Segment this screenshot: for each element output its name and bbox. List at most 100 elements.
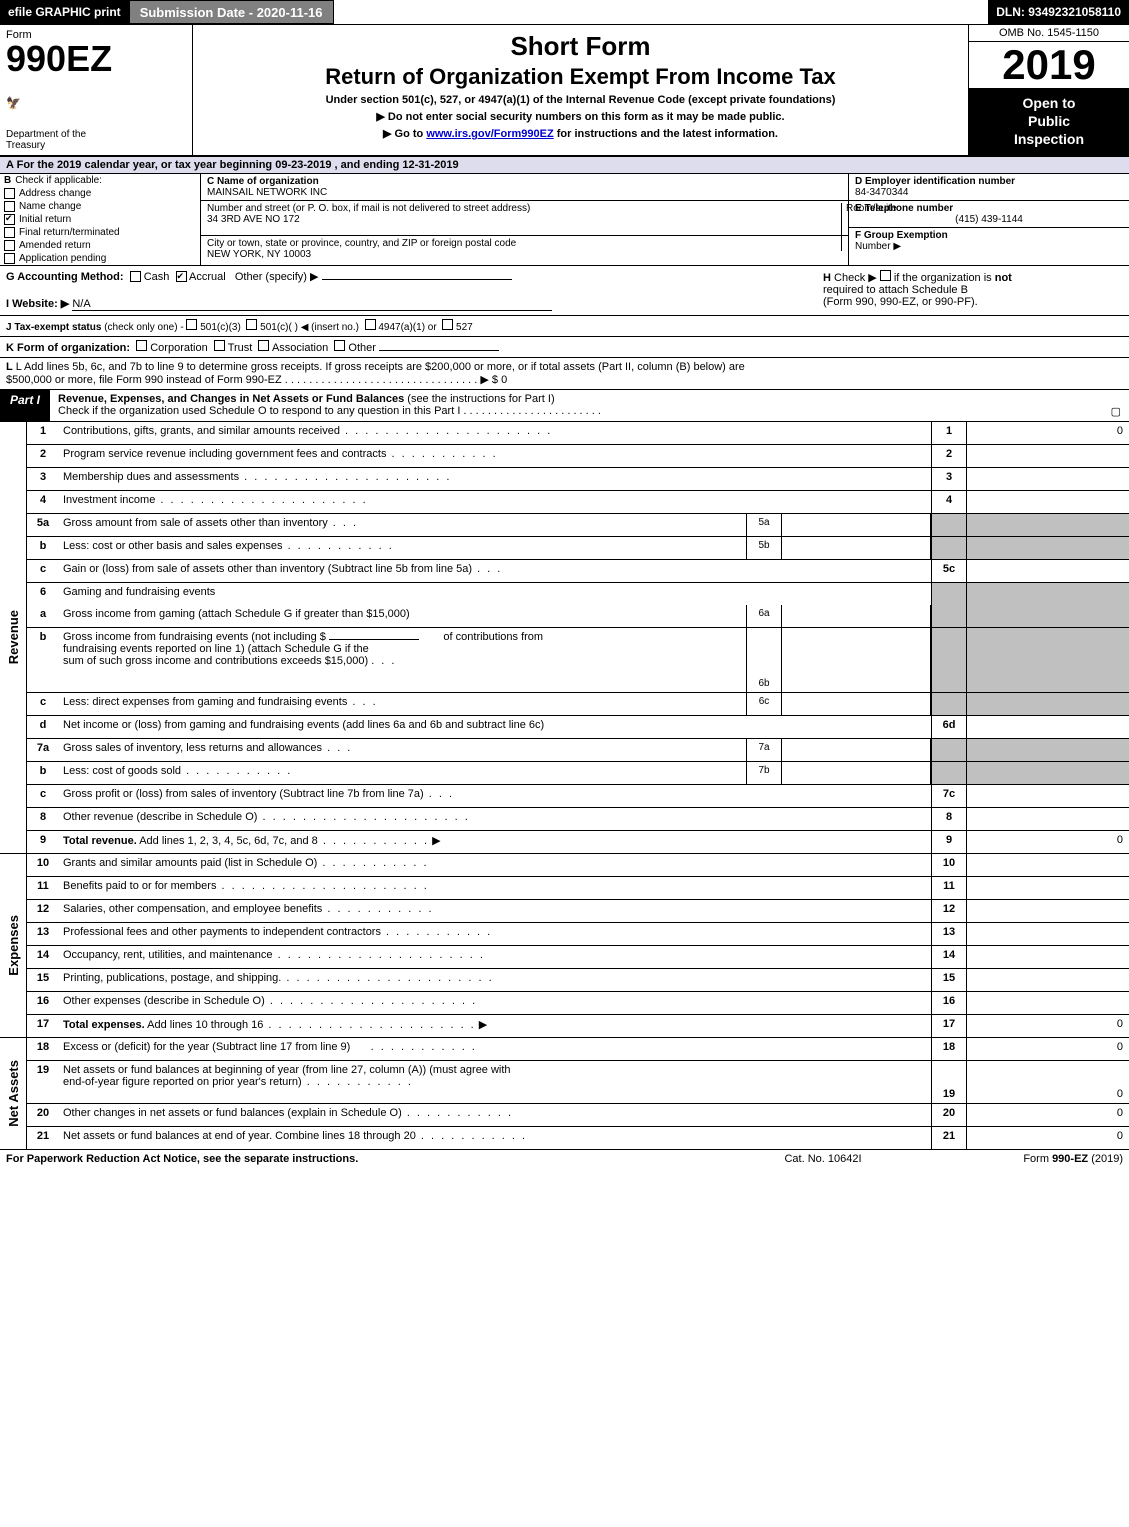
meta-center: C Name of organization MAINSAIL NETWORK … — [201, 174, 848, 265]
desc-text: Gross sales of inventory, less returns a… — [63, 742, 322, 754]
527-checkbox[interactable] — [442, 319, 453, 330]
opt-initial-return[interactable]: Initial return — [0, 213, 200, 226]
netassets-lines: 18 Excess or (deficit) for the year (Sub… — [27, 1038, 1129, 1149]
part1-check-box[interactable]: ▢ — [1111, 405, 1121, 418]
line-mid: 5b — [746, 537, 782, 559]
short-form-title: Short Form — [199, 31, 962, 62]
line-rnum: 14 — [931, 946, 966, 968]
k-o3: Association — [272, 342, 328, 354]
footer-center: Cat. No. 10642I — [723, 1153, 923, 1165]
desc-text: Less: cost of goods sold — [63, 765, 181, 777]
501c3-checkbox[interactable] — [186, 319, 197, 330]
line-num: 5a — [27, 514, 59, 536]
opt-label: Address change — [19, 188, 91, 199]
g-other: Other (specify) ▶ — [235, 271, 319, 283]
line-desc: Printing, publications, postage, and shi… — [59, 969, 931, 991]
line-rnum: 18 — [931, 1038, 966, 1060]
dots — [281, 972, 493, 984]
footer-right-suffix: (2019) — [1088, 1153, 1123, 1165]
line-rval-shade — [966, 583, 1129, 605]
line-desc: Other expenses (describe in Schedule O) — [59, 992, 931, 1014]
line-rval — [966, 468, 1129, 490]
line-12: 12 Salaries, other compensation, and emp… — [27, 900, 1129, 923]
opt-address-change[interactable]: Address change — [0, 187, 200, 200]
efile-label: efile GRAPHIC print — [0, 0, 129, 24]
line-rval-shade — [966, 739, 1129, 761]
k-other-input[interactable] — [379, 350, 499, 351]
line-rnum-shade — [931, 693, 966, 715]
open-line2: Public — [971, 112, 1127, 130]
accrual-checkbox[interactable] — [176, 271, 187, 282]
4947-checkbox[interactable] — [365, 319, 376, 330]
sub3-prefix: ▶ Go to — [383, 128, 426, 140]
top-bar: efile GRAPHIC print Submission Date - 20… — [0, 0, 1129, 25]
desc-text1: Net assets or fund balances at beginning… — [63, 1064, 511, 1076]
line-rval: 0 — [966, 1104, 1129, 1126]
return-title: Return of Organization Exempt From Incom… — [199, 64, 962, 90]
city-value: NEW YORK, NY 10003 — [207, 249, 311, 260]
501c-checkbox[interactable] — [246, 319, 257, 330]
line-20: 20 Other changes in net assets or fund b… — [27, 1104, 1129, 1127]
other-checkbox[interactable] — [334, 340, 345, 351]
trust-checkbox[interactable] — [214, 340, 225, 351]
desc-text: Program service revenue including govern… — [63, 448, 386, 460]
assoc-checkbox[interactable] — [258, 340, 269, 351]
line-desc: Net assets or fund balances at end of ye… — [59, 1127, 931, 1149]
desc-text: Gross amount from sale of assets other t… — [63, 517, 328, 529]
line-1: 1 Contributions, gifts, grants, and simi… — [27, 422, 1129, 445]
header-right: OMB No. 1545-1150 2019 Open to Public In… — [968, 25, 1129, 155]
dots — [328, 517, 358, 529]
h-checkbox[interactable] — [880, 270, 891, 281]
cash-checkbox[interactable] — [130, 271, 141, 282]
line-rval — [966, 923, 1129, 945]
line-rval-shade — [966, 537, 1129, 559]
desc-text: Occupancy, rent, utilities, and maintena… — [63, 949, 273, 961]
g-other-input[interactable] — [322, 279, 512, 280]
k-org-line: K Form of organization: Corporation Trus… — [0, 337, 1129, 358]
omb-number: OMB No. 1545-1150 — [969, 25, 1129, 42]
d-label: D Employer identification number — [855, 176, 1015, 187]
room-label: Room/suite — [841, 203, 897, 251]
topbar-spacer — [334, 0, 989, 24]
j-status-line: J Tax-exempt status (check only one) - 5… — [0, 316, 1129, 337]
line-num: 17 — [27, 1015, 59, 1037]
desc-text: Investment income — [63, 494, 155, 506]
street-value: 34 3RD AVE NO 172 — [207, 214, 300, 225]
contrib-amount-input[interactable] — [329, 639, 419, 640]
opt-final-return[interactable]: Final return/terminated — [0, 226, 200, 239]
opt-amended-return[interactable]: Amended return — [0, 239, 200, 252]
website-label: I Website: ▶ — [6, 298, 69, 310]
line-desc: Gross sales of inventory, less returns a… — [59, 739, 746, 761]
h-line3: (Form 990, 990-EZ, or 990-PF). — [823, 296, 978, 308]
line-rval-shade — [966, 628, 1129, 692]
line-rval — [966, 946, 1129, 968]
desc-text2: Add lines 10 through 16 — [147, 1019, 263, 1031]
irs-link[interactable]: www.irs.gov/Form990EZ — [426, 128, 553, 140]
desc-text: Other changes in net assets or fund bala… — [63, 1107, 402, 1119]
line-num: 15 — [27, 969, 59, 991]
c-value: MAINSAIL NETWORK INC — [207, 187, 327, 198]
line-rnum: 12 — [931, 900, 966, 922]
header-sub2: ▶ Do not enter social security numbers o… — [199, 110, 962, 123]
opt-application-pending[interactable]: Application pending — [0, 252, 200, 265]
line-6: 6 Gaming and fundraising events — [27, 583, 1129, 605]
opt-name-change[interactable]: Name change — [0, 200, 200, 213]
open-public: Open to Public Inspection — [969, 88, 1129, 155]
line-desc: Total revenue. Add lines 1, 2, 3, 4, 5c,… — [59, 831, 931, 853]
line-num: 4 — [27, 491, 59, 513]
netassets-sidebar-text: Net Assets — [6, 1060, 21, 1127]
h-text1: Check ▶ — [834, 272, 880, 284]
line-6c: c Less: direct expenses from gaming and … — [27, 693, 1129, 716]
part1-check-line: Check if the organization used Schedule … — [58, 405, 601, 417]
line-rnum-shade — [931, 762, 966, 784]
line-mid: 5a — [746, 514, 782, 536]
submission-date: Submission Date - 2020-11-16 — [129, 0, 334, 24]
header-sub1: Under section 501(c), 527, or 4947(a)(1)… — [199, 94, 962, 106]
line-num: 20 — [27, 1104, 59, 1126]
h-label: H — [823, 272, 831, 284]
dots — [216, 880, 428, 892]
desc-text: Printing, publications, postage, and shi… — [63, 972, 281, 984]
dots — [263, 1019, 475, 1031]
corp-checkbox[interactable] — [136, 340, 147, 351]
line-mid: 7b — [746, 762, 782, 784]
